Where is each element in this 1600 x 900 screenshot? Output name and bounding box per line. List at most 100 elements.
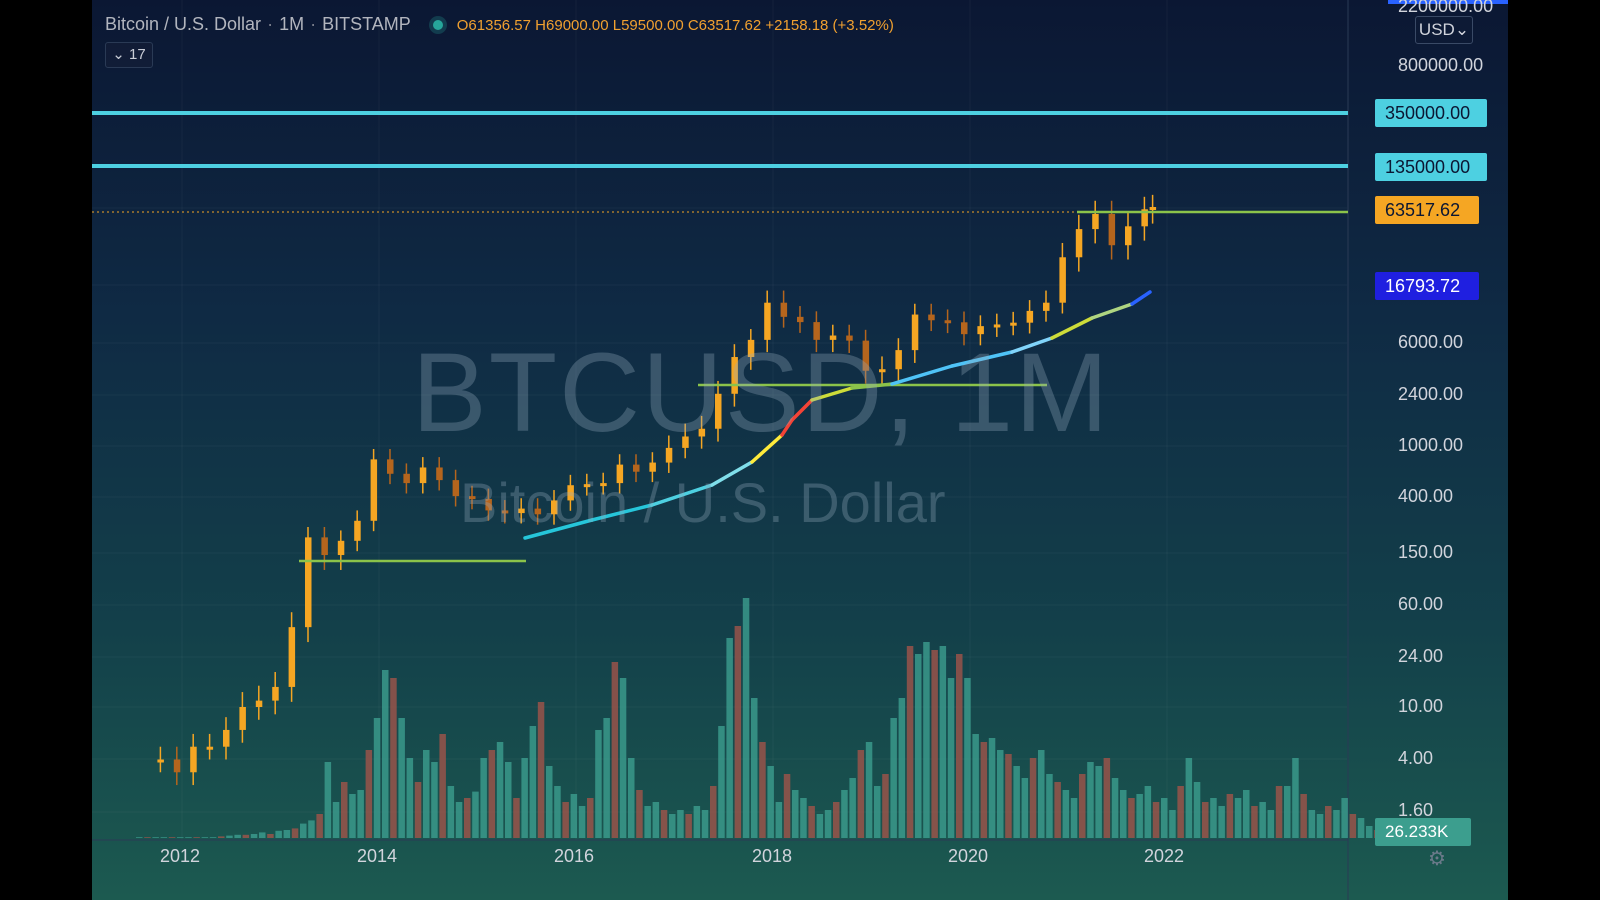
price-label-top: 2200000.00: [1398, 0, 1494, 16]
volume-bar: [562, 802, 569, 838]
volume-bar: [1366, 826, 1373, 838]
volume-bar: [644, 806, 651, 838]
candle-body: [534, 508, 542, 515]
volume-bar: [997, 750, 1004, 838]
volume-bar: [144, 837, 151, 838]
candle-body: [567, 485, 574, 501]
volume-bar: [275, 830, 282, 838]
level-tag-mid[interactable]: 135000.00: [1375, 153, 1487, 181]
volume-bar: [1144, 786, 1152, 838]
indicators-toggle-button[interactable]: ⌄ 17: [105, 42, 153, 68]
volume-bar: [915, 654, 922, 838]
volume-bar: [1021, 778, 1029, 838]
moving-average-segment: [750, 433, 784, 464]
price-label: 150.00: [1398, 542, 1454, 562]
volume-bar: [283, 830, 291, 838]
volume-bar: [357, 790, 364, 838]
volume-bar: [751, 698, 758, 838]
moving-average-segment: [810, 386, 854, 402]
candle-body: [911, 314, 919, 351]
volume-bar: [1300, 794, 1307, 838]
level-tag-high[interactable]: 350000.00: [1375, 99, 1487, 127]
candle-body: [223, 729, 230, 747]
time-label: 2016: [554, 846, 595, 866]
moving-average-segment: [523, 518, 594, 540]
moving-average-segment: [650, 483, 714, 507]
volume-bar: [603, 718, 610, 838]
volume-bar: [185, 837, 192, 838]
volume-bar: [1325, 806, 1332, 838]
price-label: 4.00: [1398, 748, 1434, 768]
volume-bar: [431, 762, 438, 838]
volume-bar: [316, 814, 323, 838]
volume-bar: [816, 814, 824, 838]
price-label: 1000.00: [1398, 435, 1464, 455]
volume-bar: [1177, 786, 1184, 838]
volume-bar: [332, 802, 340, 838]
volume-bar: [1267, 810, 1275, 838]
volume-bar: [775, 802, 783, 838]
candle-body: [305, 537, 312, 628]
volume-bar: [1210, 798, 1217, 838]
candle-body: [895, 350, 902, 370]
candle-body: [1059, 257, 1066, 303]
volume-bar: [291, 828, 299, 838]
candle-body: [993, 324, 1001, 328]
volume-bar: [382, 670, 389, 838]
candle-body: [436, 467, 443, 481]
volume-bar: [947, 678, 955, 838]
chart-pane[interactable]: BTCUSD, 1M Bitcoin / U.S. Dollar Bitcoin…: [92, 0, 1508, 900]
volume-bar: [1152, 802, 1160, 838]
volume-bar: [488, 750, 496, 838]
symbol-title[interactable]: Bitcoin / U.S. Dollar: [105, 14, 262, 34]
volume-bar: [857, 750, 865, 838]
volume-bar: [226, 835, 233, 838]
market-status-icon: [432, 19, 443, 30]
volume-bar: [906, 646, 914, 838]
gear-icon[interactable]: ⚙: [1428, 848, 1446, 870]
volume-bar: [677, 810, 684, 838]
volume-bar: [710, 786, 717, 838]
price-label: 24.00: [1398, 646, 1444, 666]
candle-body: [665, 447, 673, 463]
volume-bar: [783, 774, 791, 838]
volume-bar: [972, 734, 979, 838]
candle-body: [206, 746, 214, 750]
interval-label[interactable]: 1M: [279, 14, 305, 34]
exchange-label: BITSTAMP: [322, 14, 411, 34]
volume-bar: [177, 837, 184, 838]
moving-average-segment: [780, 418, 794, 437]
volume-bar: [496, 742, 504, 838]
volume-bar: [849, 778, 856, 838]
volume-bar: [1226, 794, 1234, 838]
candle-body: [255, 700, 263, 707]
volume-bar: [521, 758, 528, 838]
candle-body: [616, 464, 624, 484]
volume-bar: [685, 814, 692, 838]
candle-body: [1010, 322, 1017, 326]
candle-body: [337, 540, 345, 556]
watermark-ticker: BTCUSD, 1M: [412, 330, 1111, 455]
volume-bar: [152, 837, 159, 838]
volume-bar: [1103, 758, 1111, 838]
volume-bar: [1079, 774, 1086, 838]
price-chart[interactable]: [92, 0, 1508, 900]
candle-body: [452, 480, 460, 497]
volume-bar: [800, 798, 807, 838]
volume-bar: [759, 742, 766, 838]
candle-body: [1043, 302, 1050, 311]
currency-value: USD: [1418, 20, 1455, 39]
volume-bar: [1111, 778, 1119, 838]
volume-bar: [1046, 774, 1053, 838]
currency-select[interactable]: USD⌄: [1415, 16, 1473, 44]
volume-bar: [439, 734, 446, 838]
candle-body: [879, 369, 886, 373]
chevron-down-icon: ⌄: [1454, 20, 1470, 39]
volume-bar: [619, 678, 627, 838]
candle-body: [797, 316, 804, 323]
volume-bar: [1316, 814, 1324, 838]
candle-body: [239, 707, 246, 730]
volume-bar: [898, 698, 906, 838]
volume-bar: [218, 836, 225, 838]
candle-body: [272, 686, 279, 701]
